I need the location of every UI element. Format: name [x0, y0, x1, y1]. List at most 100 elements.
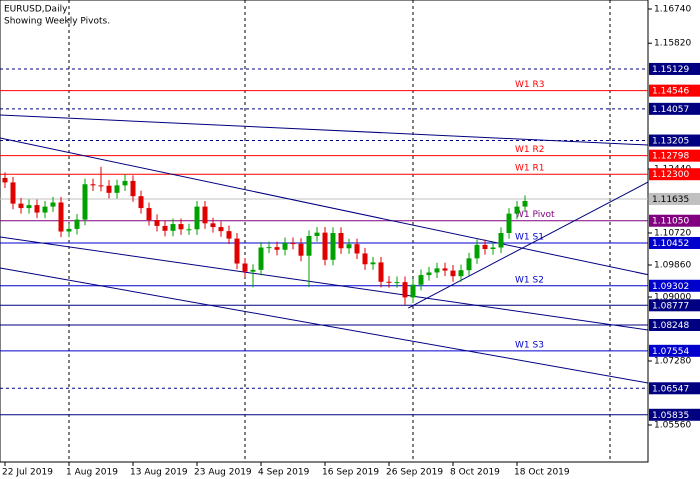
candle-body [290, 243, 296, 245]
candle-body [122, 180, 128, 186]
x-tick-label: 16 Sep 2019 [322, 468, 379, 478]
level-label: 1.12300 [652, 170, 689, 180]
level-label: 1.14546 [652, 87, 689, 97]
candle-body [498, 233, 504, 248]
candle-body [338, 233, 344, 249]
candle-body [362, 253, 368, 265]
candle-body [322, 232, 328, 260]
y-tick-label: 1.09860 [654, 261, 691, 271]
candle-body [298, 243, 304, 256]
level-label: 1.08777 [652, 301, 689, 311]
candle-body [146, 208, 152, 220]
level-box [649, 236, 700, 249]
level-label: 1.07554 [652, 347, 689, 357]
level-label: 1.11050 [652, 217, 689, 227]
candle-body [354, 244, 360, 254]
candle-body [26, 205, 32, 209]
candle-body [490, 247, 496, 250]
trendline [0, 137, 648, 276]
candle-body [194, 206, 200, 230]
x-tick-label: 18 Oct 2019 [514, 468, 570, 478]
candle-body [426, 272, 432, 276]
candle-body [434, 268, 440, 273]
candle-body [370, 262, 376, 265]
level-name: W1 R1 [515, 164, 544, 174]
candle-body [162, 225, 168, 231]
x-tick-label: 26 Sep 2019 [386, 468, 443, 478]
candle-body [66, 228, 72, 232]
level-name: W1 S2 [515, 275, 544, 285]
candle-body [154, 219, 160, 226]
x-tick-label: 8 Oct 2019 [450, 468, 500, 478]
candle-body [394, 282, 400, 284]
level-label: 1.08248 [652, 321, 689, 331]
level-box [649, 192, 700, 205]
level-box [649, 62, 700, 75]
candle-body [242, 263, 248, 272]
level-label: 1.14057 [652, 105, 689, 115]
candle-body [74, 219, 80, 229]
candle-body [402, 282, 408, 298]
y-tick-label: 1.07280 [654, 357, 691, 367]
level-box [649, 214, 700, 227]
trendline [0, 267, 648, 384]
candle-body [274, 247, 280, 250]
axes: 1.167401.158201.124401.107201.098601.090… [0, 5, 700, 478]
y-tick-label: 1.16740 [654, 5, 691, 15]
x-tick-label: 22 Jul 2019 [2, 468, 53, 478]
candle-body [346, 244, 352, 249]
candle-body [282, 243, 288, 250]
candle-body [258, 247, 264, 270]
y-tick-label: 1.09000 [654, 293, 691, 303]
candle-body [42, 206, 48, 213]
level-label: 1.13205 [652, 137, 689, 147]
candle-body [266, 247, 272, 249]
candle-body [218, 227, 224, 232]
candle-body [50, 202, 56, 207]
trendline [407, 181, 648, 309]
candle-body [442, 268, 448, 271]
candle-body [474, 244, 480, 259]
candle-body [522, 201, 528, 207]
candle-body [418, 275, 424, 285]
x-tick-label: 13 Aug 2019 [130, 468, 188, 478]
y-tick-label: 1.15820 [654, 39, 691, 49]
y-tick-label: 1.10720 [654, 229, 691, 239]
level-box [649, 318, 700, 331]
level-name: W1 R2 [515, 145, 544, 155]
level-name: W1 Pivot [515, 210, 555, 220]
level-label: 1.05835 [652, 411, 689, 421]
candle-body [210, 223, 216, 228]
candle-body [314, 232, 320, 236]
candle-body [250, 269, 256, 272]
candle-body [410, 284, 416, 298]
level-name: W1 S1 [515, 232, 544, 242]
candle-body [106, 185, 112, 193]
candle-body [466, 258, 472, 271]
candle-body [90, 184, 96, 186]
level-box [649, 102, 700, 115]
candle-body [186, 229, 192, 231]
level-label: 1.15129 [652, 65, 689, 75]
x-tick-label: 23 Aug 2019 [194, 468, 252, 478]
candle-body [18, 203, 24, 209]
level-box [649, 408, 700, 421]
candle-body [10, 182, 16, 204]
candle-body [514, 206, 520, 214]
trendline [0, 236, 648, 331]
candle-body [378, 262, 384, 282]
candle-body [130, 180, 136, 197]
candle-body [34, 205, 40, 213]
plot-content: W1 R3 W1 R2 W1 R1 W1 Pivot W1 S1 W1 S2 W1 S3 [0, 68, 648, 416]
level-label: 1.11635 [652, 195, 689, 205]
level-box [649, 149, 700, 162]
candle-body [2, 177, 8, 183]
x-tick-label: 4 Sep 2019 [258, 468, 310, 478]
plot-area [0, 0, 649, 463]
candle-body [482, 244, 488, 250]
level-label: 1.09302 [652, 282, 689, 292]
level-box [649, 134, 700, 147]
chart-subtitle: Showing Weekly Pivots. [4, 17, 110, 27]
candle-body [458, 270, 464, 277]
level-box [649, 168, 700, 181]
